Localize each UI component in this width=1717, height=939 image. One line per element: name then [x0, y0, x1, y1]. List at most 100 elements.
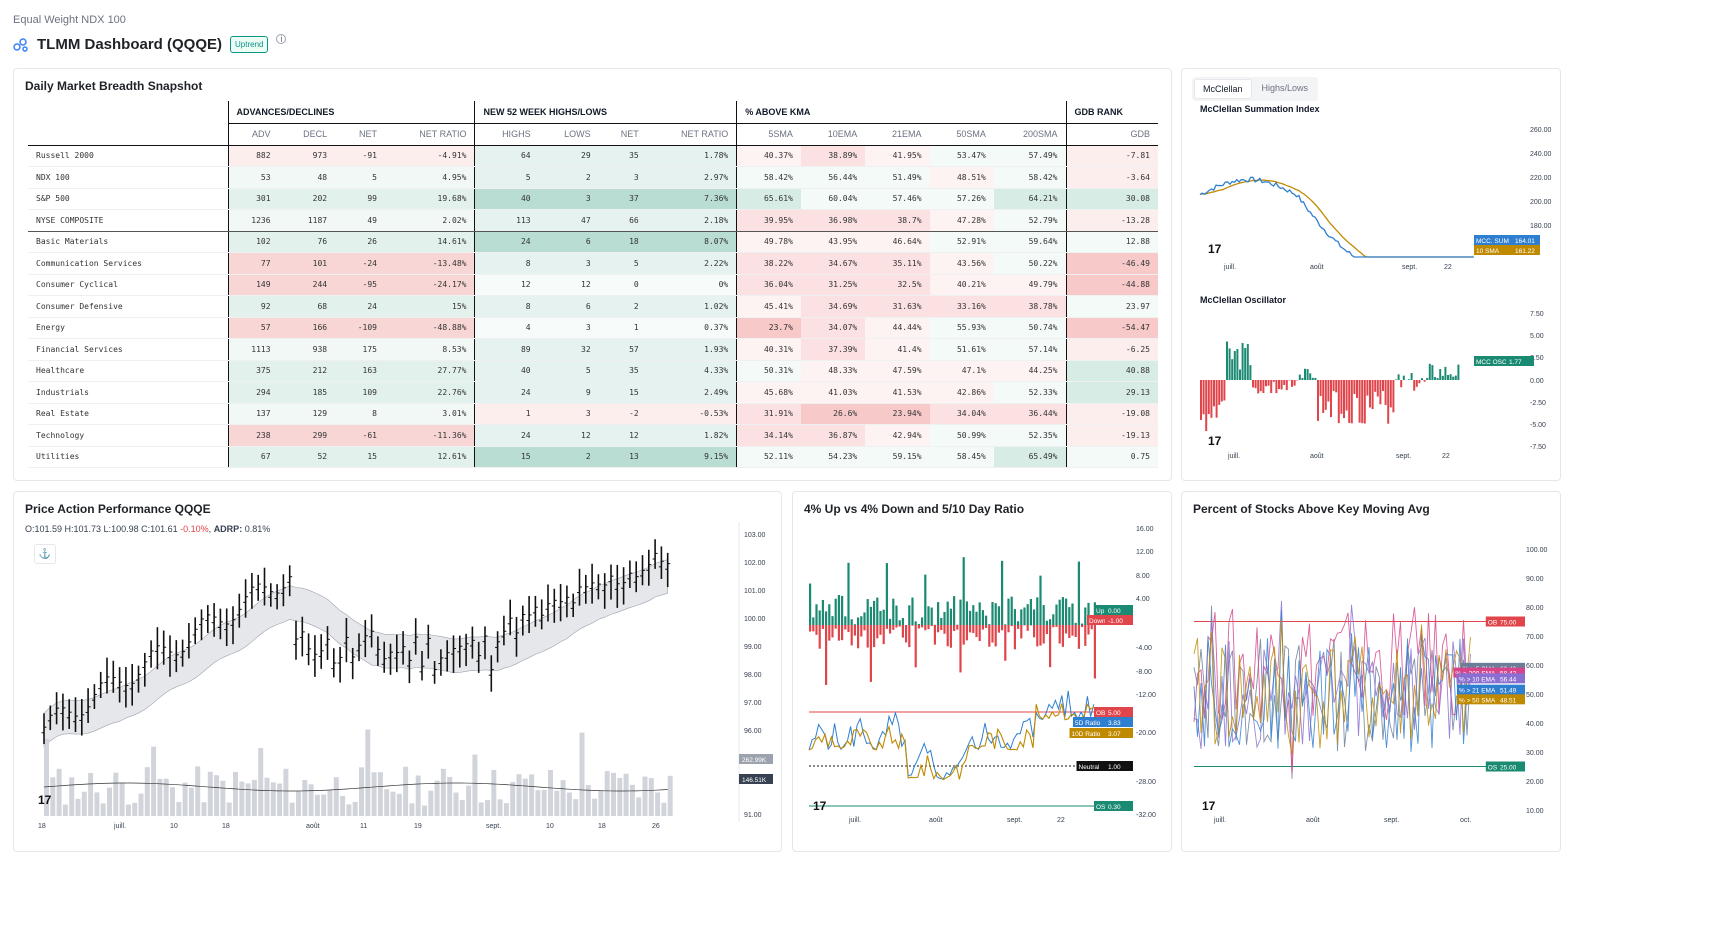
- x-tick: 18: [222, 823, 230, 830]
- updown-label-value: -1.00: [1108, 618, 1123, 625]
- volume-bar: [359, 767, 364, 816]
- volume-bar: [56, 768, 62, 816]
- table-row[interactable]: NDX 100 53 48 5 4.95% 5 2 3 2.97% 58.42% 56.44% 51.…: [28, 166, 1158, 189]
- table-row[interactable]: Healthcare 375 212 163 27.77% 40 5 35 4.33% 50.31…: [28, 360, 1158, 382]
- col-header[interactable]: 21EMA: [865, 123, 930, 146]
- table-cell: 8.53%: [384, 338, 475, 361]
- tab-mcclellan[interactable]: McClellan: [1194, 79, 1252, 99]
- col-header[interactable]: HIGHS: [474, 123, 539, 146]
- volume-bar: [125, 804, 131, 816]
- volume-bar: [88, 772, 94, 816]
- adrp-label: ADRP:: [213, 524, 243, 534]
- col-header[interactable]: NET RATIO: [384, 123, 475, 146]
- table-cell: 43.56%: [929, 252, 994, 275]
- table-row[interactable]: Consumer Cyclical 149 244 -95 -24.17% 12 12 0 0%…: [28, 274, 1158, 296]
- table-row[interactable]: Basic Materials 102 76 26 14.61% 24 6 18 8.07% 49…: [28, 231, 1158, 253]
- y-tick: 4.00: [1136, 596, 1150, 603]
- value-tag: [1497, 684, 1525, 695]
- col-header[interactable]: 50SMA: [929, 123, 994, 146]
- updown-label-name: Down: [1089, 618, 1106, 625]
- up-bar: [921, 617, 924, 625]
- price-chart[interactable]: 103.00 102.00 101.00 100.00 99.00 98.00 97.00 9…: [24, 522, 779, 850]
- table-row[interactable]: Financial Services 1113 938 175 8.53% 89 32 57 1…: [28, 338, 1158, 361]
- oscillator-bar: [1317, 380, 1319, 421]
- table-cell: 212: [278, 360, 336, 382]
- x-tick: août: [1310, 453, 1324, 460]
- table-cell: 49.78%: [736, 231, 801, 253]
- oscillator-bar: [1343, 380, 1345, 419]
- table-cell: 34.04%: [929, 403, 994, 425]
- oscillator-bar: [1423, 380, 1426, 382]
- col-header[interactable]: ADV: [227, 123, 279, 146]
- oscillator-bar: [1262, 380, 1265, 394]
- volume-bar: [100, 803, 106, 816]
- up-bar: [1020, 609, 1023, 625]
- summation-chart[interactable]: 260.00 240.00 220.00 200.00 180.00 MCC. SUM 16…: [1192, 117, 1557, 277]
- table-row[interactable]: Technology 238 299 -61 -11.36% 24 12 12 1.82% 34.…: [28, 424, 1158, 447]
- sum-label-name: MCC. SUM: [1476, 238, 1509, 245]
- table-row[interactable]: Real Estate 137 129 8 3.01% 1 3 -2 -0.53% 31.91% 2…: [28, 403, 1158, 425]
- col-header[interactable]: 200SMA: [993, 123, 1066, 146]
- col-header[interactable]: 10EMA: [800, 123, 866, 146]
- tradingview-logo-icon: 17: [1202, 799, 1216, 813]
- table-cell: 6: [538, 231, 599, 253]
- volume-bar: [466, 785, 472, 816]
- table-row[interactable]: NYSE COMPOSITE 1236 1187 49 2.02% 113 47 66 2.18…: [28, 209, 1158, 232]
- row-name: NYSE COMPOSITE: [28, 209, 228, 232]
- tradingview-logo-icon: 17: [1208, 434, 1222, 448]
- updown-label-value: 0.00: [1108, 608, 1121, 615]
- up-bar: [1004, 624, 1007, 625]
- table-cell: 48.33%: [800, 360, 866, 382]
- volume-bar: [132, 802, 138, 816]
- volume-bar: [655, 792, 661, 816]
- volume-bar: [226, 802, 232, 816]
- change-value: -0.10%: [180, 524, 209, 534]
- table-cell: 42.86%: [929, 381, 994, 404]
- tab-highs-lows[interactable]: Highs/Lows: [1261, 83, 1309, 93]
- volume-bar: [81, 791, 87, 816]
- volume-bar: [239, 781, 245, 816]
- y-tick: 98.00: [744, 672, 762, 679]
- updown-label-value: 5.00: [1108, 710, 1121, 717]
- table-row[interactable]: Utilities 67 52 15 12.61% 15 2 13 9.15% 52.11% 54.…: [28, 446, 1158, 468]
- col-header[interactable]: 5SMA: [736, 123, 801, 146]
- oscillator-bar: [1447, 375, 1449, 380]
- oscillator-bar: [1207, 380, 1210, 415]
- oscillator-bar: [1202, 380, 1205, 415]
- table-cell: 34.14%: [736, 424, 801, 447]
- oscillator-bar: [1415, 380, 1418, 387]
- row-name: NDX 100: [28, 166, 228, 189]
- table-cell: 2.22%: [646, 252, 737, 275]
- pct-chart[interactable]: 100.00 90.00 80.00 70.00 60.00 50.00 40.00 30.0…: [1188, 520, 1560, 850]
- oscillator-bar: [1387, 380, 1390, 424]
- table-cell: 1187: [278, 209, 336, 232]
- up-bar: [844, 616, 847, 625]
- anchor-icon[interactable]: ⚓: [34, 544, 56, 564]
- table-cell: 3: [598, 166, 647, 189]
- up-bar: [901, 617, 904, 625]
- table-row[interactable]: Industrials 294 185 109 22.76% 24 9 15 2.49% 45.6…: [28, 381, 1158, 404]
- col-header[interactable]: NET: [335, 123, 385, 146]
- trend-badge: Uptrend: [230, 36, 269, 53]
- table-row[interactable]: Russell 2000 882 973 -91 -4.91% 64 29 35 1.78% 40…: [28, 145, 1158, 167]
- col-header[interactable]: NET: [598, 123, 647, 146]
- oscillator-bar: [1413, 380, 1416, 391]
- down-bar: [1093, 625, 1096, 679]
- oscillator-bar: [1226, 341, 1228, 380]
- table-cell: -4.91%: [384, 145, 475, 167]
- oscillator-bar: [1426, 377, 1429, 380]
- oscillator-chart[interactable]: 7.50 5.00 2.50 0.00 -2.50 -5.00 -7.50 MCC OSC 1.…: [1192, 305, 1557, 465]
- table-row[interactable]: S&P 500 301 202 99 19.68% 40 3 37 7.36% 65.61% 60.…: [28, 188, 1158, 210]
- x-tick: 22: [1057, 817, 1065, 824]
- table-row[interactable]: Energy 57 166 -109 -48.88% 4 3 1 0.37% 23.7% 34.07…: [28, 317, 1158, 339]
- table-row[interactable]: Consumer Defensive 92 68 24 15% 8 6 2 1.02% 45.41…: [28, 295, 1158, 318]
- col-header[interactable]: NET RATIO: [646, 123, 737, 146]
- col-header[interactable]: GDB: [1065, 123, 1158, 146]
- col-header[interactable]: DECL: [278, 123, 336, 146]
- up-bar: [1081, 623, 1084, 625]
- oscillator-bar: [1220, 380, 1223, 402]
- updown-chart[interactable]: 16.00 12.00 8.00 4.00 -4.00 -8.00 -12.00 -20.00…: [801, 520, 1171, 850]
- info-icon[interactable]: i: [276, 33, 287, 44]
- col-header[interactable]: LOWS: [538, 123, 599, 146]
- table-row[interactable]: Communication Services 77 101 -24 -13.48% 8 3 5…: [28, 252, 1158, 275]
